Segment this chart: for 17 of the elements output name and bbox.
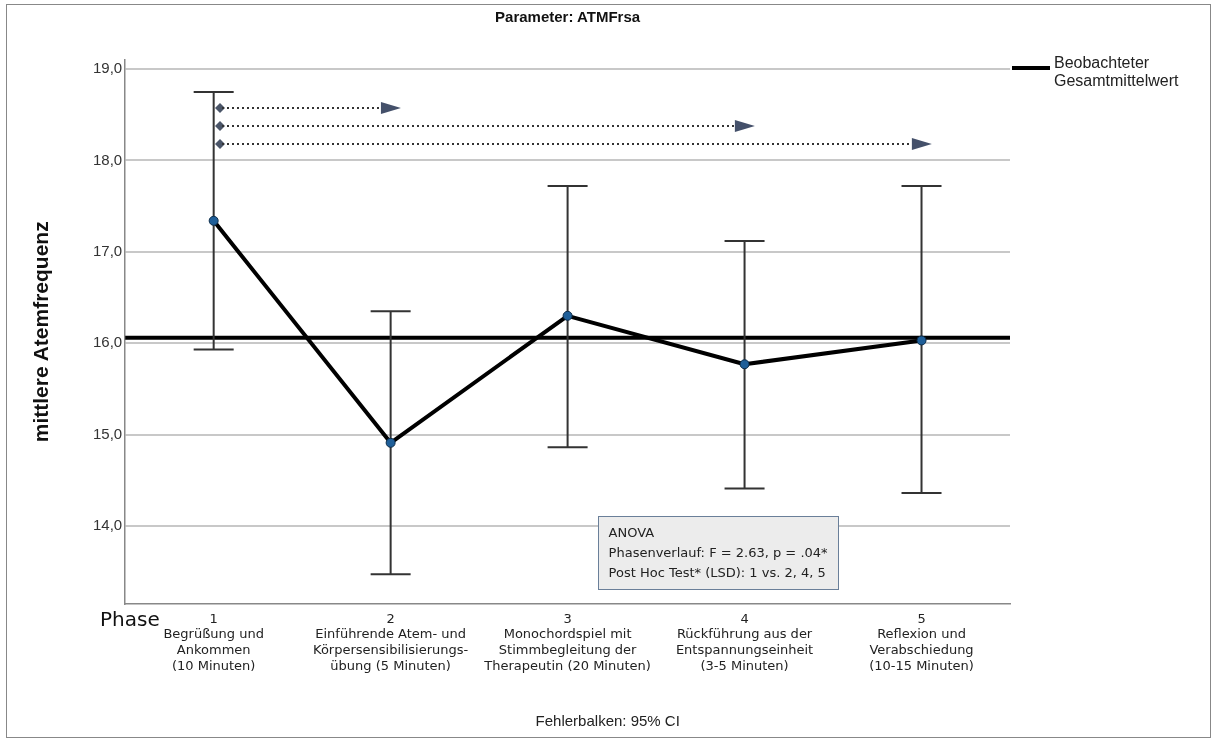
x-axis-title: Phase xyxy=(100,606,160,631)
y-axis-title: mittlere Atemfrequenz xyxy=(29,221,52,443)
legend-label: Beobachteter Gesamtmittelwert xyxy=(1054,54,1180,89)
y-tick-label: 14,0 xyxy=(92,516,123,534)
x-tick-label: 5 Reflexion und Verabschiedung (10-15 Minuten) xyxy=(869,610,974,673)
x-tick-label: 2 Einführende Atem- und Körpersensibilisierungs- übung (5 Minuten) xyxy=(313,610,469,673)
y-tick-label: 15,0 xyxy=(92,424,123,442)
x-tick-label: 4 Rückführung aus der Entspannungseinheit (3-5 Minuten) xyxy=(675,610,814,673)
chart-title: Parameter: ATMFrsa xyxy=(495,8,641,25)
annotation: ANOVA Phasenverlauf: F = 2.63, p = .04* Post Hoc Test* (LSD): 1 vs. 2, 4, 5 xyxy=(597,515,839,591)
x-tick-label: 1 Begrüßung und Ankommen (10 Minuten) xyxy=(163,610,264,673)
y-tick-label: 19,0 xyxy=(92,59,123,77)
y-tick-label: 18,0 xyxy=(92,150,123,168)
x-tick-label: 3 Monochordspiel mit Stimmbegleitung der Therapeutin (20 Minuten) xyxy=(483,610,651,673)
y-tick-label: 17,0 xyxy=(92,242,123,259)
y-tick-label: 16,0 xyxy=(92,333,123,351)
text: Fehlerbalken: 95% CI xyxy=(535,712,680,729)
